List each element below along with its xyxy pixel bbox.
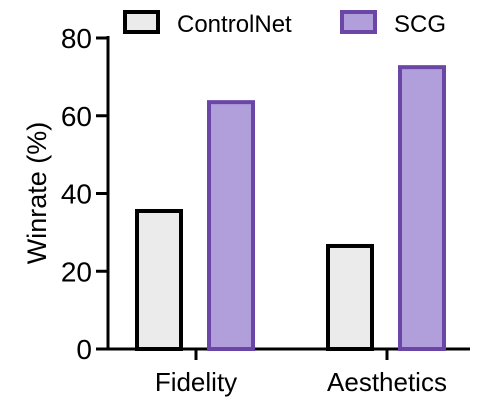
y-axis-label: Winrate (%) — [22, 122, 52, 265]
y-tick-label: 0 — [76, 334, 92, 365]
y-tick-label: 20 — [61, 256, 92, 287]
x-axis: Fidelity Aesthetics — [107, 347, 470, 397]
x-tick-label: Fidelity — [155, 367, 237, 397]
bar-scg-aesthetics — [398, 65, 446, 351]
y-axis: 0 20 40 60 80 — [61, 23, 110, 365]
legend-label-controlnet: ControlNet — [177, 11, 292, 38]
y-tick-label: 60 — [61, 101, 92, 132]
x-tick-label: Aesthetics — [327, 367, 447, 397]
legend: ControlNet SCG — [123, 10, 446, 38]
bars — [135, 65, 446, 351]
legend-swatch-controlnet — [123, 10, 160, 34]
bar-scg-fidelity — [207, 100, 255, 351]
legend-label-scg: SCG — [394, 11, 446, 38]
bar-controlnet-aesthetics — [326, 243, 374, 351]
y-tick-label: 80 — [61, 23, 92, 54]
bar-controlnet-fidelity — [135, 208, 183, 351]
legend-swatch-scg — [340, 10, 377, 34]
y-tick-label: 40 — [61, 179, 92, 210]
